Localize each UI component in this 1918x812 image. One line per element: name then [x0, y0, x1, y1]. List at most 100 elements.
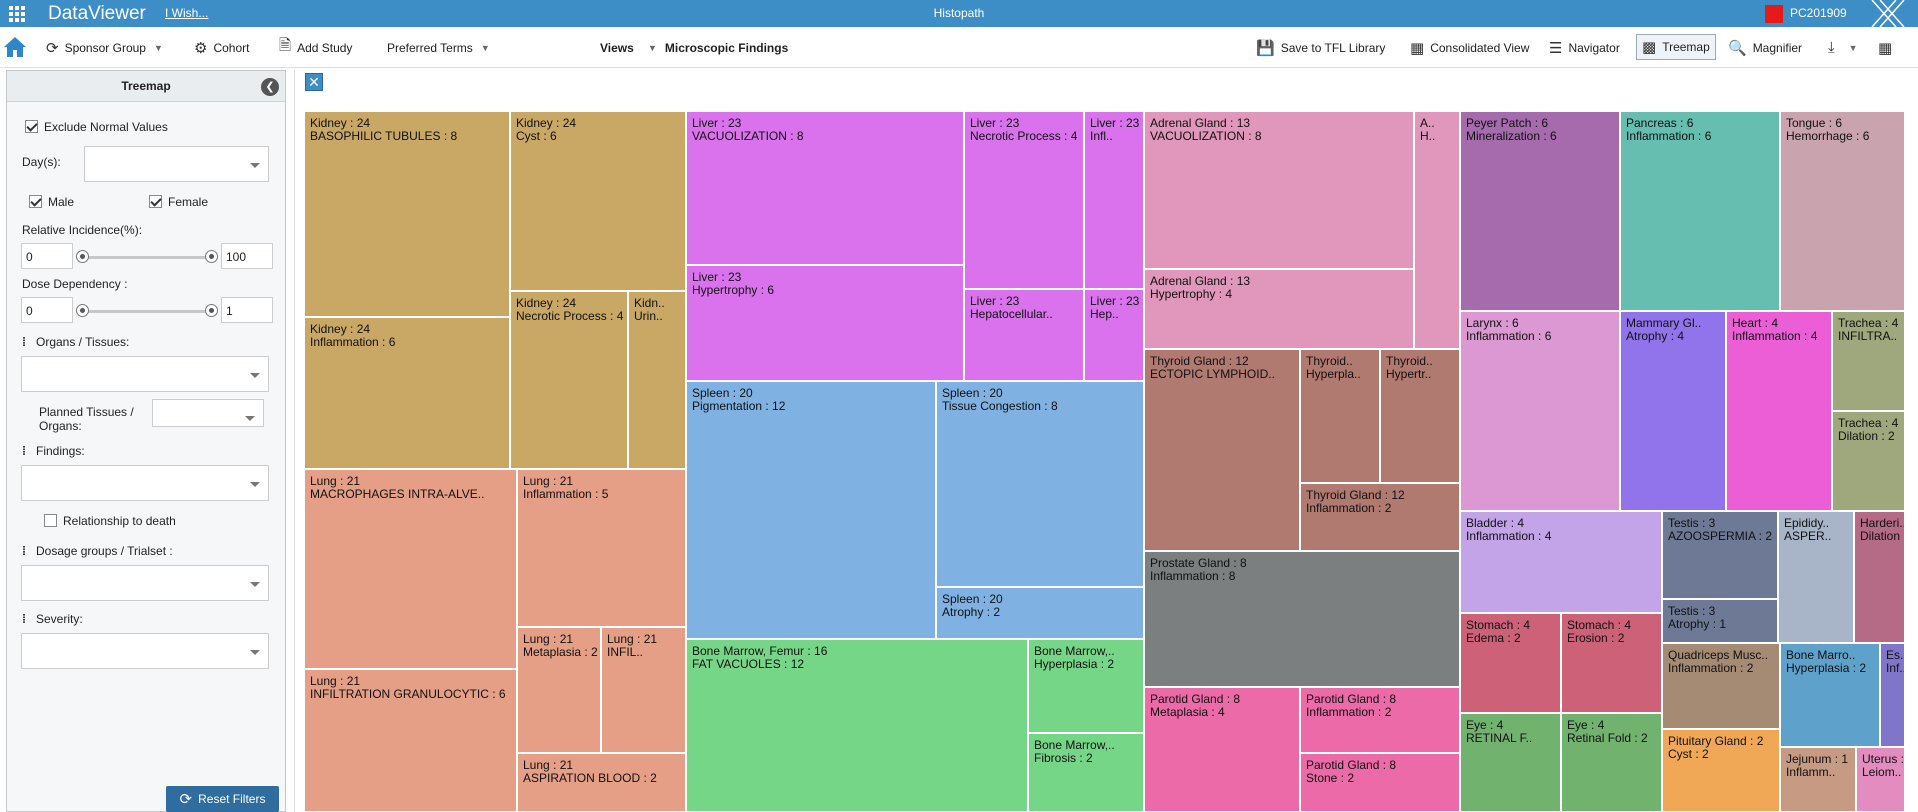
treemap-cell[interactable]: Peyer Patch : 6 Mineralization : 6	[1460, 111, 1620, 311]
treemap-cell[interactable]: Adrenal Gland : 13 VACUOLIZATION : 8	[1144, 111, 1414, 269]
dose-min-input[interactable]: 0	[21, 297, 73, 323]
treemap-cell[interactable]: Kidney : 24 Necrotic Process : 4	[510, 291, 628, 469]
slider-handle-max[interactable]	[205, 250, 218, 263]
dosage-dropdown[interactable]	[21, 565, 269, 601]
severity-dropdown[interactable]	[21, 633, 269, 669]
collapse-icon[interactable]: ❮	[261, 78, 279, 96]
relative-incidence-slider[interactable]	[82, 256, 215, 259]
table-view-button[interactable]: ▦	[1878, 27, 1898, 68]
treemap-cell[interactable]: Lung : 21 INFIL..	[601, 627, 686, 753]
treemap-cell[interactable]: Larynx : 6 Inflammation : 6	[1460, 311, 1620, 511]
slider-handle-min[interactable]	[76, 250, 89, 263]
treemap-cell[interactable]: Liver : 23 Infl..	[1084, 111, 1144, 289]
relationship-death-checkbox[interactable]: Relationship to death	[44, 514, 176, 528]
dose-dependency-slider[interactable]	[82, 310, 215, 313]
treemap-cell[interactable]: Stomach : 4 Erosion : 2	[1561, 613, 1662, 713]
treemap-cell[interactable]: Mammary Gl.. Atrophy : 4	[1620, 311, 1726, 511]
male-checkbox[interactable]: Male	[29, 195, 74, 209]
treemap-cell[interactable]: Liver : 23 Hep..	[1084, 289, 1144, 381]
treemap-cell[interactable]: Jejunum : 1 Inflamm..	[1780, 747, 1856, 812]
treemap-cell[interactable]: Prostate Gland : 8 Inflammation : 8	[1144, 551, 1460, 687]
treemap-cell[interactable]: Bone Marrow,.. Hyperplasia : 2	[1028, 639, 1144, 733]
treemap-cell[interactable]: Spleen : 20 Atrophy : 2	[936, 587, 1144, 639]
download-button[interactable]: ⤓ ▼	[1828, 27, 1858, 68]
treemap-button[interactable]: ▩ Treemap	[1636, 34, 1716, 60]
organs-dropdown[interactable]	[21, 356, 269, 392]
treemap-cell[interactable]: Pituitary Gland : 2 Cyst : 2	[1662, 729, 1780, 812]
treemap-cell[interactable]: Stomach : 4 Edema : 2	[1460, 613, 1561, 713]
checkbox-icon[interactable]	[149, 195, 162, 208]
user-id[interactable]: PC201909	[1790, 6, 1847, 20]
relative-incidence-max-input[interactable]: 100	[221, 243, 273, 269]
treemap-cell[interactable]: Bladder : 4 Inflammation : 4	[1460, 511, 1662, 613]
treemap-cell[interactable]: Liver : 23 Necrotic Process : 4	[964, 111, 1084, 289]
info-icon[interactable]: ⁞	[22, 612, 26, 626]
treemap-cell[interactable]: Bone Marrow,.. Fibrosis : 2	[1028, 733, 1144, 812]
info-icon[interactable]: ⁞	[22, 444, 26, 458]
planned-dropdown[interactable]	[152, 399, 264, 427]
preferred-terms-dropdown[interactable]: Preferred Terms ▼	[387, 27, 490, 68]
treemap-cell[interactable]: Thyroid Gland : 12 ECTOPIC LYMPHOID..	[1144, 349, 1300, 551]
sponsor-group-dropdown[interactable]: ⟳ Sponsor Group ▼	[46, 27, 163, 68]
consolidated-view-button[interactable]: ▦ Consolidated View	[1410, 27, 1529, 68]
treemap-cell[interactable]: Lung : 21 INFILTRATION GRANULOCYTIC : 6	[304, 669, 517, 812]
treemap-cell[interactable]: Adrenal Gland : 13 Hypertrophy : 4	[1144, 269, 1414, 349]
magnifier-button[interactable]: 🔍 Magnifier	[1728, 27, 1802, 68]
female-checkbox[interactable]: Female	[149, 195, 208, 209]
add-study-button[interactable]: 🗎 Add Study	[279, 27, 352, 68]
treemap-cell[interactable]: Thyroid Gland : 12 Inflammation : 2	[1300, 483, 1460, 551]
treemap-cell[interactable]: A.. H..	[1414, 111, 1460, 349]
cohort-button[interactable]: ⚙ Cohort	[194, 27, 249, 68]
wish-link[interactable]: I Wish...	[165, 6, 209, 20]
treemap-cell[interactable]: Eye : 4 RETINAL F..	[1460, 713, 1561, 812]
treemap-cell[interactable]: Testis : 3 AZOOSPERMIA : 2	[1662, 511, 1778, 599]
treemap-cell[interactable]: Es.. Inf..	[1880, 643, 1905, 747]
info-icon[interactable]: ⁞	[22, 335, 26, 349]
treemap-cell[interactable]: Kidney : 24 Inflammation : 6	[304, 317, 510, 469]
exclude-normal-checkbox[interactable]: Exclude Normal Values	[25, 120, 168, 134]
reset-filters-button[interactable]: ⟳ Reset Filters	[166, 786, 279, 812]
checkbox-icon[interactable]	[44, 514, 57, 527]
treemap-cell[interactable]: Pancreas : 6 Inflammation : 6	[1620, 111, 1780, 311]
treemap-cell[interactable]: Lung : 21 Metaplasia : 2	[517, 627, 601, 753]
home-icon[interactable]	[2, 35, 28, 59]
treemap-cell[interactable]: Heart : 4 Inflammation : 4	[1726, 311, 1832, 511]
save-tfl-button[interactable]: 💾 Save to TFL Library	[1256, 27, 1385, 68]
treemap-cell[interactable]: Bone Marro.. Hyperplasia : 2	[1780, 643, 1880, 747]
treemap-cell[interactable]: Thyroid.. Hypertr..	[1380, 349, 1460, 483]
dose-max-input[interactable]: 1	[221, 297, 273, 323]
slider-handle-max[interactable]	[205, 304, 218, 317]
slider-handle-min[interactable]	[76, 304, 89, 317]
treemap-cell[interactable]: Liver : 23 Hepatocellular..	[964, 289, 1084, 381]
relative-incidence-min-input[interactable]: 0	[21, 243, 73, 269]
treemap-cell[interactable]: Uterus : 1Leiom..	[1856, 747, 1905, 812]
treemap-cell[interactable]: Parotid Gland : 8 Inflammation : 2	[1300, 687, 1460, 753]
treemap-cell[interactable]: Lung : 21 Inflammation : 5	[517, 469, 686, 627]
treemap-cell[interactable]: Lung : 21 MACROPHAGES INTRA-ALVE..	[304, 469, 517, 669]
treemap-cell[interactable]: Quadriceps Musc.. Inflammation : 2	[1662, 643, 1780, 729]
treemap-cell[interactable]: Bone Marrow, Femur : 16 FAT VACUOLES : 12	[686, 639, 1028, 812]
treemap-cell[interactable]: Thyroid.. Hyperpla..	[1300, 349, 1380, 483]
findings-dropdown[interactable]	[21, 465, 269, 501]
treemap-cell[interactable]: Epididy.. ASPER..	[1778, 511, 1854, 643]
treemap-cell[interactable]: Parotid Gland : 8 Stone : 2	[1300, 753, 1460, 812]
treemap-cell[interactable]: Tongue : 6 Hemorrhage : 6	[1780, 111, 1905, 311]
checkbox-icon[interactable]	[29, 195, 42, 208]
treemap-cell[interactable]: Spleen : 20 Pigmentation : 12	[686, 381, 936, 639]
treemap-cell[interactable]: Kidney : 24 BASOPHILIC TUBULES : 8	[304, 111, 510, 317]
treemap-cell[interactable]: Liver : 23 VACUOLIZATION : 8	[686, 111, 964, 265]
info-icon[interactable]: ⁞	[22, 544, 26, 558]
app-grid-icon[interactable]	[9, 6, 25, 22]
treemap-cell[interactable]: Lung : 21 ASPIRATION BLOOD : 2	[517, 753, 686, 812]
treemap-cell[interactable]: Testis : 3 Atrophy : 1	[1662, 599, 1778, 643]
close-icon[interactable]: ✕	[305, 73, 323, 91]
navigator-button[interactable]: ☰ Navigator	[1549, 27, 1620, 68]
days-dropdown[interactable]	[84, 146, 269, 182]
treemap-cell[interactable]: Spleen : 20 Tissue Congestion : 8	[936, 381, 1144, 587]
checkbox-icon[interactable]	[25, 120, 38, 133]
views-dropdown[interactable]: ▼ Microscopic Findings	[648, 27, 788, 68]
treemap-cell[interactable]: Trachea : 4 Dilation : 2	[1832, 411, 1905, 511]
treemap-cell[interactable]: Kidney : 24 Cyst : 6	[510, 111, 686, 291]
treemap-cell[interactable]: Trachea : 4 INFILTRA..	[1832, 311, 1905, 411]
treemap-cell[interactable]: Parotid Gland : 8 Metaplasia : 4	[1144, 687, 1300, 812]
